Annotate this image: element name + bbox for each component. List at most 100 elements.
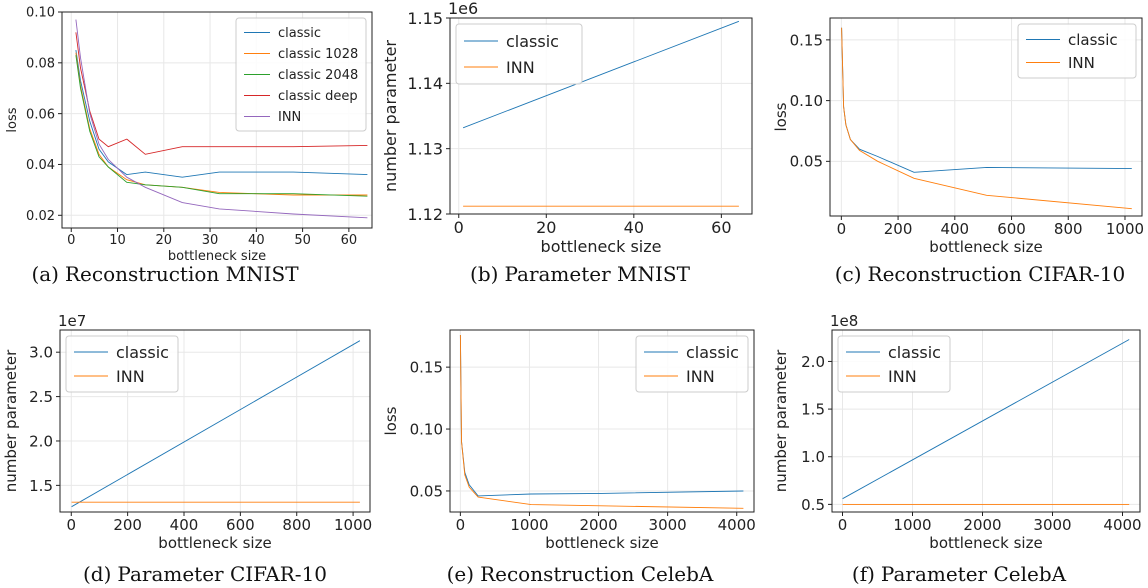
series-line-inn xyxy=(841,27,1132,210)
caption-e: (e) Reconstruction CelebA xyxy=(380,562,780,586)
y-tick-label: 2.5 xyxy=(29,388,53,406)
chart-panel-b: 0 20 40 60 1.12 1.13 1.14 1.15 bottleneck size nu… xyxy=(380,0,770,292)
series-line-inn xyxy=(459,334,744,509)
plot-frame xyxy=(829,17,1143,217)
y-tick-label: 0.10 xyxy=(410,420,443,438)
legend-label: INN xyxy=(1068,54,1095,72)
caption-c-text: Reconstruction CIFAR-10 xyxy=(867,262,1126,286)
caption-b-text: Parameter MNIST xyxy=(504,262,690,286)
chart-panel-d: 0 200 400 600 800 1000 1.5 2.0 2.5 3.0 bottleneck … xyxy=(0,312,380,588)
y-tick-label: 0.05 xyxy=(790,153,823,171)
plot-frame xyxy=(449,17,753,215)
y-axis-label: loss xyxy=(5,107,20,132)
y-tick-label: 0.10 xyxy=(790,92,823,110)
y-tick-label: 0.15 xyxy=(790,31,823,49)
legend-label: classic 2048 xyxy=(278,68,358,83)
series-line-classic xyxy=(842,339,1130,500)
y-tick-label: 0.15 xyxy=(410,359,443,377)
x-tick-label: 0 xyxy=(67,233,75,248)
x-axis-label: bottleneck size xyxy=(929,238,1042,256)
chart-e-svg: 0 1000 2000 3000 4000 0.05 0.10 0.15 bottleneck … xyxy=(382,329,756,552)
caption-a: (a) Reconstruction MNIST xyxy=(0,262,330,286)
x-tick-label: 0 xyxy=(66,516,76,534)
x-tick-label: 0 xyxy=(456,516,466,534)
legend-label: INN xyxy=(116,367,145,386)
x-tick-label: 400 xyxy=(940,220,969,238)
x-axis-label: bottleneck size xyxy=(168,249,266,264)
y-tick-label: 2.0 xyxy=(29,432,53,450)
y-tick-label: 3.0 xyxy=(29,344,53,362)
x-tick-label: 3000 xyxy=(1033,516,1071,534)
legend-label: classic deep xyxy=(278,89,358,104)
x-tick-label: 40 xyxy=(248,233,265,248)
legend: classic INN xyxy=(837,335,951,393)
caption-f-text: Parameter CelebA xyxy=(880,562,1067,586)
x-tick-label: 0 xyxy=(837,220,847,238)
y-tick-label: 0.02 xyxy=(26,209,55,224)
y-tick-label: 1.5 xyxy=(29,477,53,495)
x-tick-label: 20 xyxy=(156,233,173,248)
series-line-classic xyxy=(71,340,361,508)
caption-b: (b) Parameter MNIST xyxy=(380,262,780,286)
x-tick-label: 2000 xyxy=(579,516,617,534)
legend-label: classic xyxy=(686,343,739,362)
legend-box xyxy=(1017,23,1137,79)
x-axis-label: bottleneck size xyxy=(541,237,662,256)
x-tick-label: 400 xyxy=(170,516,199,534)
chart-d-svg: 0 200 400 600 800 1000 1.5 2.0 2.5 3.0 bottleneck … xyxy=(2,312,372,552)
y-tick-label: 0.5 xyxy=(801,496,825,514)
legend-label: classic xyxy=(116,343,169,362)
caption-a-label: (a) xyxy=(31,262,59,286)
caption-c: (c) Reconstruction CIFAR-10 xyxy=(770,262,1148,286)
legend: classic INN xyxy=(635,335,749,393)
x-tick-label: 40 xyxy=(624,218,644,237)
x-tick-label: 60 xyxy=(711,218,731,237)
series-line-inn xyxy=(75,19,368,219)
x-tick-label: 1000 xyxy=(334,516,372,534)
y-tick-label: 0.05 xyxy=(410,482,443,500)
chart-f-svg: 0 1000 2000 3000 4000 0.5 1.0 1.5 2.0 bottleneck … xyxy=(772,312,1142,552)
x-tick-label: 1000 xyxy=(893,516,931,534)
y-axis-label: loss xyxy=(772,102,790,131)
x-tick-label: 200 xyxy=(884,220,913,238)
y-tick-label: 0.04 xyxy=(26,158,55,173)
x-tick-label: 1000 xyxy=(1106,220,1144,238)
x-axis-label: bottleneck size xyxy=(545,534,658,552)
legend-label: INN xyxy=(278,110,301,125)
y-axis-label: number parameter xyxy=(2,349,20,492)
legend: classic INN xyxy=(1017,23,1137,79)
caption-d: (d) Parameter CIFAR-10 xyxy=(0,562,410,586)
x-tick-label: 30 xyxy=(202,233,219,248)
caption-c-label: (c) xyxy=(834,262,862,286)
legend-label: classic xyxy=(278,26,321,41)
x-axis-label: bottleneck size xyxy=(158,534,271,552)
legend: classic INN xyxy=(65,335,179,393)
legend-box xyxy=(65,335,179,393)
y-tick-label: 1.14 xyxy=(407,74,443,93)
caption-e-label: (e) xyxy=(446,562,475,586)
legend-label: INN xyxy=(506,58,535,77)
chart-b-svg: 0 20 40 60 1.12 1.13 1.14 1.15 bottleneck size nu… xyxy=(381,0,753,256)
x-axis-label: bottleneck size xyxy=(929,534,1042,552)
y-axis-label: number parameter xyxy=(381,40,400,192)
plot-frame xyxy=(61,11,373,229)
plot-frame xyxy=(59,329,371,513)
x-tick-label: 800 xyxy=(1054,220,1083,238)
series-line-classic xyxy=(75,50,368,178)
caption-f-label: (f) xyxy=(851,562,875,586)
caption-d-label: (d) xyxy=(82,562,112,586)
y-axis-label: loss xyxy=(382,406,400,435)
x-tick-label: 800 xyxy=(282,516,311,534)
y-tick-label: 0.10 xyxy=(26,6,55,21)
legend: classic classic 1028 classic 2048 classic d… xyxy=(235,17,367,132)
chart-panel-a: 0 10 20 30 40 50 60 0.02 0.04 0.06 0.08 0.10 bottlen… xyxy=(0,0,380,292)
plot-frame xyxy=(831,329,1141,513)
series-line-classic xyxy=(462,20,740,129)
caption-e-text: Reconstruction CelebA xyxy=(480,562,714,586)
caption-f: (f) Parameter CelebA xyxy=(770,562,1148,586)
chart-panel-e: 0 1000 2000 3000 4000 0.05 0.10 0.15 bottleneck … xyxy=(380,312,770,588)
legend-label: classic xyxy=(506,32,559,51)
caption-d-text: Parameter CIFAR-10 xyxy=(117,562,328,586)
axis-offset-text: 1e8 xyxy=(830,312,858,330)
legend-label: INN xyxy=(888,367,917,386)
